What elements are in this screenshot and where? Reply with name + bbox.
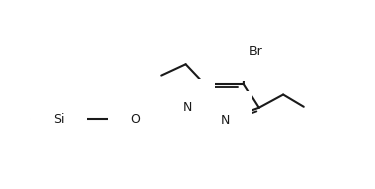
Text: N: N [183,101,192,114]
Text: Si: Si [53,113,64,126]
Text: Br: Br [249,46,262,58]
Text: O: O [130,113,140,126]
Text: N: N [220,114,230,126]
